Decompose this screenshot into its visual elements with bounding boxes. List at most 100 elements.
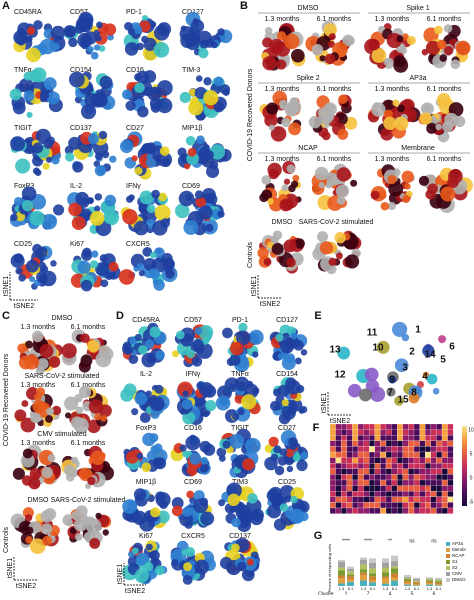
cell-cluster bbox=[29, 210, 45, 226]
heatmap-cell bbox=[413, 507, 420, 514]
cell-cluster bbox=[196, 135, 205, 145]
heatmap-cell bbox=[369, 457, 375, 464]
tsne-plot bbox=[337, 321, 447, 406]
colorbar-tick: -5 bbox=[469, 499, 474, 505]
cell-cluster bbox=[293, 339, 304, 351]
cell-cluster bbox=[321, 131, 331, 141]
heatmap-cell bbox=[369, 479, 375, 486]
heatmap-cell bbox=[408, 440, 415, 447]
colorbar-tick: 5 bbox=[470, 451, 473, 457]
heatmap-cell bbox=[441, 491, 448, 497]
bar-segment bbox=[391, 561, 398, 567]
heatmap-cell bbox=[441, 479, 448, 486]
cell-cluster bbox=[450, 59, 461, 70]
cell-cluster bbox=[136, 552, 150, 566]
cell-cluster bbox=[210, 41, 218, 49]
tsne-plot bbox=[67, 191, 120, 237]
heatmap-cell bbox=[341, 435, 347, 441]
tsne-plot bbox=[305, 20, 355, 66]
cell-cluster bbox=[70, 456, 79, 464]
cell-cluster bbox=[15, 158, 31, 174]
heatmap-cell bbox=[374, 479, 381, 486]
marker-label: IFNγ bbox=[126, 183, 141, 190]
cell-cluster bbox=[18, 355, 33, 370]
cell-cluster bbox=[29, 468, 42, 480]
bar-segment bbox=[347, 581, 354, 586]
heatmap-cell bbox=[397, 496, 403, 503]
bar-segment bbox=[360, 572, 367, 576]
cell-cluster bbox=[228, 383, 235, 391]
heatmap-cell bbox=[352, 446, 359, 453]
cell-cluster bbox=[238, 381, 246, 388]
cluster-label: 11 bbox=[367, 328, 378, 339]
marker-label: CD57 bbox=[70, 9, 88, 16]
bar-segment bbox=[435, 584, 442, 586]
heatmap-cell bbox=[397, 491, 403, 497]
axis-label: Cluster bbox=[318, 591, 334, 595]
tsne-plot bbox=[13, 20, 66, 63]
marker-label: CD25 bbox=[278, 479, 296, 486]
bar-segment bbox=[369, 562, 376, 569]
tsne-plot bbox=[216, 428, 261, 479]
cell-cluster bbox=[229, 354, 241, 366]
cell-cluster bbox=[317, 107, 329, 119]
cell-cluster bbox=[154, 204, 171, 221]
cell-cluster bbox=[261, 175, 272, 185]
cell-cluster bbox=[267, 198, 274, 205]
heatmap-cell bbox=[352, 479, 359, 486]
heatmap-cell bbox=[385, 446, 392, 453]
cell-cluster bbox=[336, 167, 351, 182]
cell-cluster bbox=[138, 204, 146, 212]
cell-cluster bbox=[41, 466, 53, 479]
cell-cluster bbox=[281, 356, 296, 371]
heatmap-cell bbox=[380, 435, 387, 441]
cell-cluster bbox=[16, 36, 26, 46]
cell-cluster bbox=[198, 150, 205, 158]
legend-swatch bbox=[446, 578, 450, 582]
heatmap-cell bbox=[397, 435, 403, 441]
heatmap-cell bbox=[419, 502, 426, 509]
heatmap-cell bbox=[447, 440, 454, 447]
heatmap-cell bbox=[425, 468, 431, 475]
panel-label: B bbox=[240, 0, 248, 12]
cell-cluster bbox=[174, 203, 190, 219]
cell-cluster bbox=[279, 503, 289, 512]
heatmap-cell bbox=[391, 491, 398, 497]
cell-cluster bbox=[231, 543, 240, 553]
cell-cluster bbox=[125, 345, 134, 354]
heatmap-cell bbox=[341, 451, 347, 458]
cluster-label: 4 bbox=[422, 372, 428, 383]
heatmap-cell bbox=[357, 429, 364, 436]
bar-segment bbox=[426, 580, 433, 582]
heatmap-cell bbox=[402, 446, 409, 453]
heatmap-cell bbox=[408, 468, 415, 475]
cell-cluster bbox=[21, 186, 37, 202]
cell-cluster bbox=[190, 19, 205, 33]
cell-cluster bbox=[20, 453, 35, 468]
legend-label: S1 bbox=[452, 559, 458, 564]
cell-cluster bbox=[102, 529, 109, 536]
heatmap-cell bbox=[352, 429, 359, 436]
cell-cluster bbox=[178, 190, 195, 207]
cell-cluster bbox=[369, 386, 386, 402]
heatmap-cell bbox=[425, 485, 431, 492]
cell-cluster bbox=[153, 42, 170, 58]
condition-label: Spike 1 bbox=[406, 5, 429, 12]
group-label: COVID-19 Recovered Donors bbox=[3, 353, 10, 446]
cell-cluster bbox=[270, 493, 283, 506]
cell-cluster bbox=[63, 25, 76, 38]
tsne-plot bbox=[312, 230, 362, 275]
cell-cluster bbox=[288, 184, 296, 193]
tsne-plot bbox=[418, 93, 466, 143]
heatmap-cell bbox=[369, 429, 375, 436]
heatmap-cell bbox=[397, 474, 403, 481]
bar-segment bbox=[435, 579, 442, 580]
cell-cluster bbox=[388, 375, 397, 384]
bar-segment bbox=[391, 577, 398, 581]
bar-segment bbox=[426, 578, 433, 581]
cell-cluster bbox=[294, 357, 302, 365]
cell-cluster bbox=[32, 167, 40, 175]
cell-cluster bbox=[75, 191, 89, 206]
bar-segment bbox=[369, 558, 376, 563]
cluster-label: 1 bbox=[345, 591, 348, 595]
